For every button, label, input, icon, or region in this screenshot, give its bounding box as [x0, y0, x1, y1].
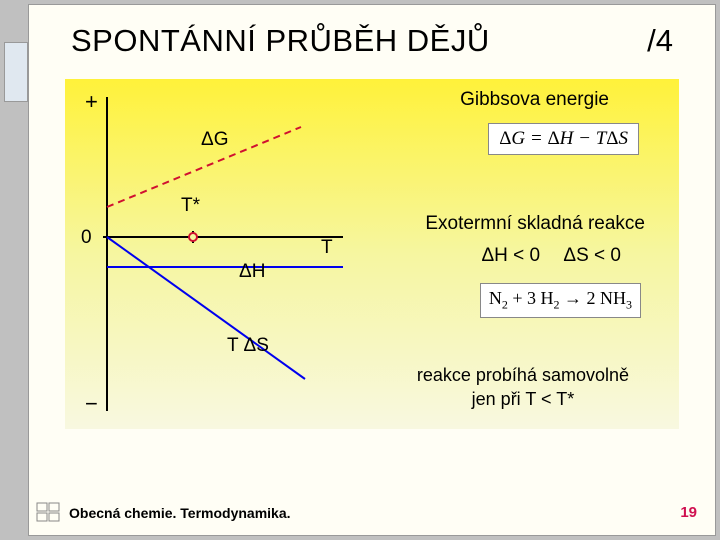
logo-icon [35, 501, 63, 525]
footer-text: Obecná chemie. Termodynamika. [69, 505, 291, 521]
axis-minus: − [85, 391, 98, 417]
spontaneous-text: reakce probíhá samovolně jen při T < T* [417, 364, 629, 411]
t-axis-label: T [321, 237, 333, 259]
spon-line2: jen při T < T* [417, 388, 629, 411]
page-number: 19 [680, 504, 697, 521]
dh-label: ΔH [239, 261, 265, 283]
page-fraction: /4 [647, 23, 673, 59]
tds-label: T ΔS [227, 335, 269, 357]
title-row: SPONTÁNNÍ PRŮBĚH DĚJŮ /4 [29, 5, 715, 71]
cond-ds: ΔS < 0 [563, 245, 621, 266]
dg-label: ΔG [201, 129, 228, 151]
tstar-label: T* [181, 195, 200, 217]
tds-line [107, 237, 305, 379]
sidebar-tab [4, 42, 28, 102]
slide-title: SPONTÁNNÍ PRŮBĚH DĚJŮ [71, 23, 490, 59]
gibbs-label: Gibbsova energie [460, 89, 609, 111]
cond-dh: ΔH < 0 [481, 245, 540, 266]
conditions: ΔH < 0 ΔS < 0 [481, 245, 639, 267]
equation-rxn: N2 + 3 H2 → 2 NH3 [480, 283, 641, 318]
diagram: + 0 − ΔG T* T ΔH T ΔS Gibbsova energie Δ… [65, 79, 679, 429]
spon-line1: reakce probíhá samovolně [417, 364, 629, 387]
tstar-marker [189, 233, 197, 241]
equation-dg: ΔG = ΔH − TΔS [488, 123, 639, 155]
slide: SPONTÁNNÍ PRŮBĚH DĚJŮ /4 + 0 − ΔG T* T Δ… [28, 4, 716, 536]
axis-zero: 0 [81, 227, 92, 249]
exo-label: Exotermní skladná reakce [425, 213, 645, 235]
axis-plus: + [85, 89, 98, 115]
